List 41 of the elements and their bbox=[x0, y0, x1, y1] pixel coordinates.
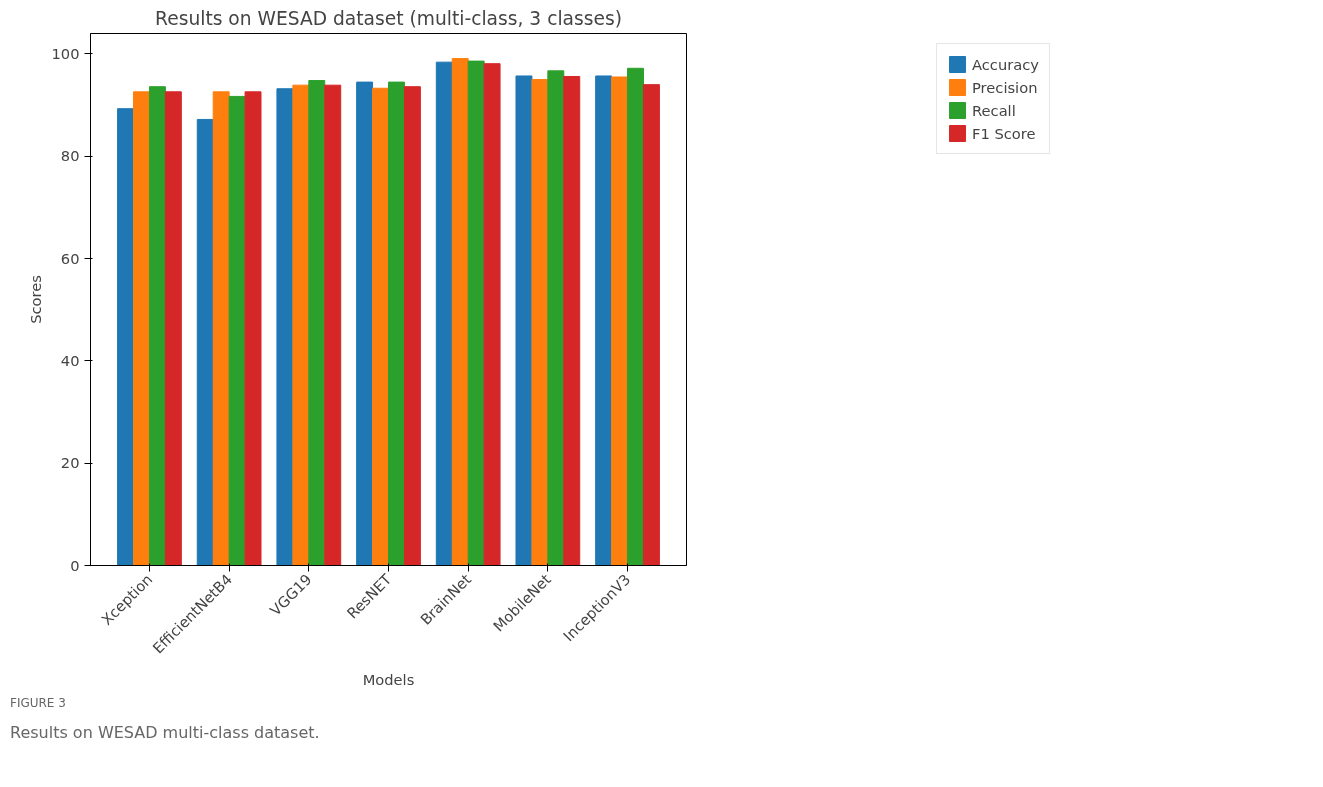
y-tick-label: 20 bbox=[60, 454, 80, 472]
bar bbox=[228, 95, 246, 566]
bar bbox=[276, 88, 294, 566]
bar bbox=[515, 75, 533, 566]
bar bbox=[292, 84, 310, 566]
bar bbox=[595, 75, 613, 566]
bar bbox=[547, 70, 565, 566]
text: Results on WESAD multi-class dataset. bbox=[10, 722, 320, 745]
y-tick-label: 80 bbox=[60, 147, 80, 165]
y-tick-label: 100 bbox=[51, 44, 80, 62]
bar bbox=[403, 86, 421, 566]
chart-title: Results on WESAD dataset (multi-class, 3 classes) bbox=[155, 7, 622, 29]
legend-label: Recall bbox=[972, 101, 1016, 119]
bar bbox=[164, 91, 182, 566]
bar bbox=[372, 87, 389, 566]
bar bbox=[388, 81, 405, 566]
bar bbox=[324, 84, 342, 566]
bar bbox=[531, 79, 549, 566]
legend-label: Accuracy bbox=[972, 55, 1039, 73]
bar bbox=[642, 84, 660, 566]
bar bbox=[356, 81, 374, 566]
bar bbox=[627, 67, 644, 566]
y-axis-title: Scores bbox=[26, 275, 44, 324]
bar bbox=[117, 108, 135, 566]
y-tick-label: 40 bbox=[60, 351, 80, 369]
bar bbox=[244, 91, 262, 566]
bar bbox=[451, 58, 469, 566]
y-tick-label: 0 bbox=[70, 556, 80, 574]
bar bbox=[611, 76, 629, 566]
bar bbox=[196, 118, 214, 566]
legend-label: Precision bbox=[972, 78, 1038, 96]
x-axis-title: Models bbox=[362, 670, 415, 688]
bar bbox=[308, 80, 326, 566]
caption: FIGURE 3 bbox=[10, 695, 66, 712]
y-tick-label: 60 bbox=[60, 249, 80, 267]
bar bbox=[435, 61, 453, 566]
legend-label: F1 Score bbox=[972, 124, 1036, 142]
bar bbox=[148, 86, 166, 566]
bar bbox=[133, 91, 150, 566]
bar bbox=[563, 75, 581, 566]
bar bbox=[483, 63, 501, 566]
